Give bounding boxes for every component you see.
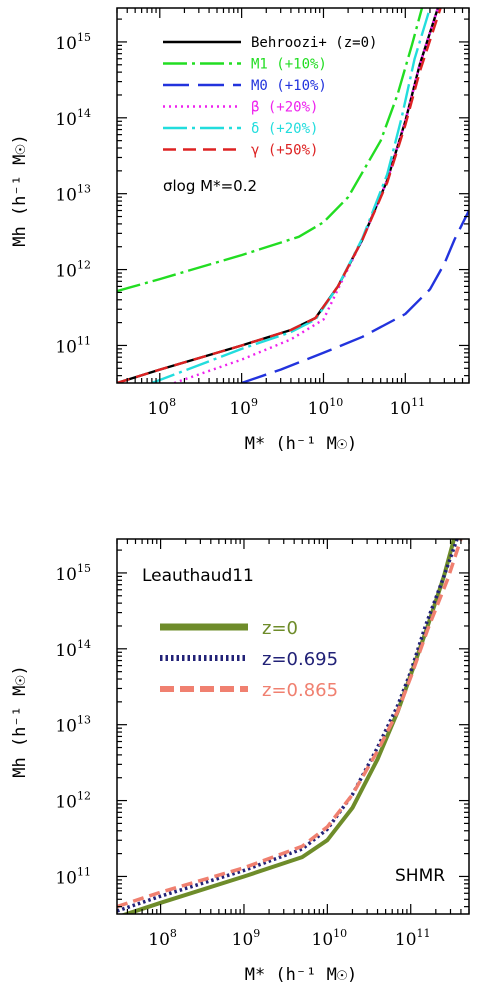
y-tick-label: 1013 — [55, 714, 91, 737]
legend-label: z=0.695 — [262, 649, 338, 670]
legend-label: z=0.865 — [262, 680, 338, 701]
legend-label: β (+20%) — [251, 100, 318, 116]
plot-frame — [116, 538, 470, 915]
series-line-5 — [151, 8, 432, 383]
sigma-annotation: σlog M*=0.2 — [163, 177, 257, 195]
y-tick-label: 1012 — [55, 259, 91, 282]
x-tick-label: 1011 — [389, 396, 425, 419]
x-axis-label: M* (h⁻¹ M☉) — [245, 434, 358, 454]
series-lines — [117, 539, 463, 914]
legend-label: M1 (+10%) — [251, 57, 327, 73]
y-axis-label: Mh (h⁻¹ M☉) — [10, 665, 30, 778]
x-tick-label: 108 — [148, 927, 177, 950]
y-tick-label: 1011 — [55, 334, 91, 357]
series-line-4 — [173, 8, 440, 383]
x-tick-label: 108 — [147, 396, 176, 419]
series-lines — [117, 8, 469, 383]
chart-panel-1: 108 109 1010 1011 1011 1012 1013 1014 1015 M* (h⁻… — [10, 7, 470, 454]
y-tick-label: 1014 — [55, 638, 91, 661]
legend-label: δ (+20%) — [251, 121, 318, 137]
x-tick-label: 1010 — [312, 927, 348, 950]
legend: z=0 z=0.695 z=0.865 — [160, 618, 338, 701]
legend: Behroozi+ (z=0) M1 (+10%) M0 (+10%) β (+20%… — [163, 35, 377, 159]
x-axis-label: M* (h⁻¹ M☉) — [245, 965, 358, 985]
series-line-2 — [117, 539, 459, 913]
y-axis-label: Mh (h⁻¹ M☉) — [10, 134, 30, 247]
x-tick-label: 109 — [229, 396, 258, 419]
legend-label: γ (+50%) — [251, 143, 318, 159]
series-line-3 — [117, 539, 463, 909]
plot-frame — [116, 7, 470, 384]
legend-label: z=0 — [262, 618, 298, 639]
y-tick-label: 1011 — [55, 865, 91, 888]
series-line-6 — [117, 8, 442, 383]
y-tick-label: 1015 — [55, 31, 91, 54]
shmr-annotation: SHMR — [395, 866, 445, 886]
y-tick-label: 1015 — [55, 562, 91, 585]
series-line-3 — [241, 209, 469, 383]
chart-panel-2: 108 109 1010 1011 1011 1012 1013 1014 1015 M* (h⁻… — [10, 538, 470, 985]
y-tick-label: 1012 — [55, 790, 91, 813]
y-tick-label: 1013 — [55, 183, 91, 206]
x-tick-label: 1011 — [395, 927, 431, 950]
x-tick-label: 109 — [232, 927, 261, 950]
series-line-2 — [117, 8, 424, 293]
series-line-1 — [120, 539, 456, 914]
y-tick-label: 1014 — [55, 107, 91, 130]
x-tick-label: 1010 — [308, 396, 344, 419]
panel-title: Leauthaud11 — [142, 566, 254, 586]
legend-label: M0 (+10%) — [251, 78, 327, 94]
legend-label: Behroozi+ (z=0) — [251, 35, 377, 51]
